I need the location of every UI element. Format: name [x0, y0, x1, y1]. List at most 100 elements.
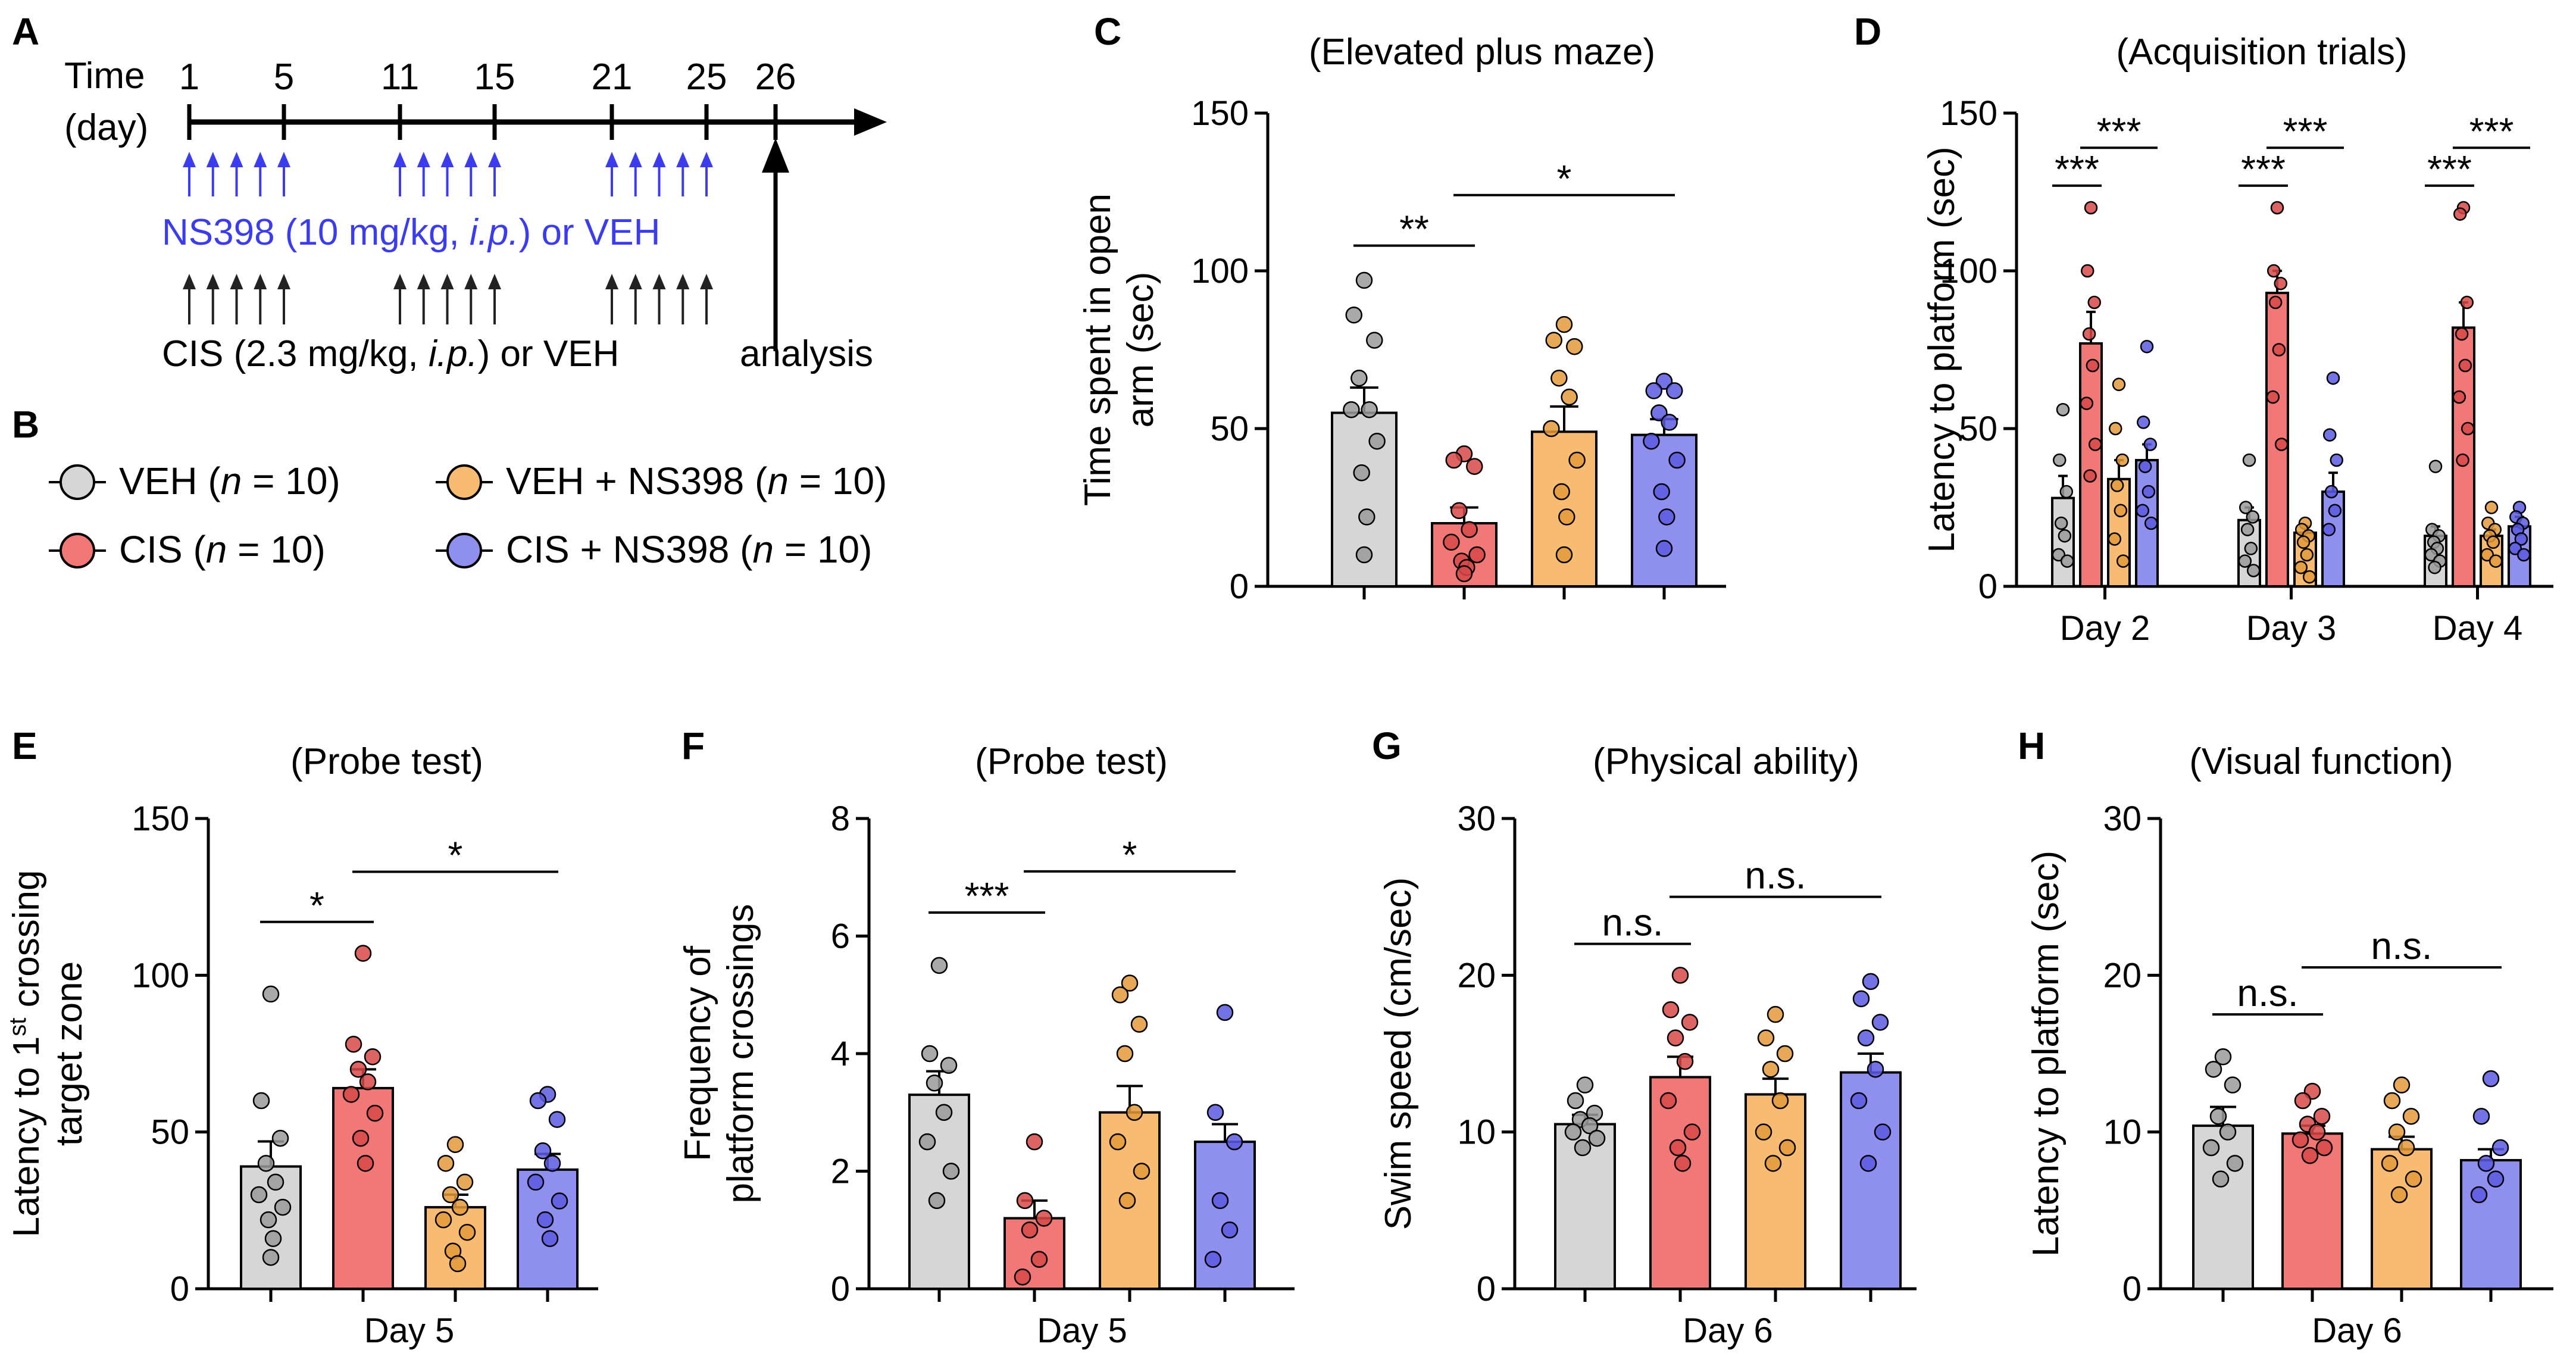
data-point [2405, 1170, 2422, 1188]
y-tick-label: 0 [170, 1270, 189, 1308]
data-point [1650, 404, 1668, 421]
timeline-day-ticks: 1 5 11 15 21 25 26 [179, 57, 796, 140]
data-point [2294, 1092, 2312, 1110]
y-axis-label: Swim speed (cm/sec) [1378, 877, 1419, 1230]
timeline-arrowhead [854, 108, 887, 136]
cis-arrow-head [676, 274, 690, 289]
data-point [529, 1092, 547, 1110]
data-point [1862, 973, 1880, 991]
data-point [1543, 420, 1560, 438]
data-point [2388, 1123, 2406, 1141]
data-point [1226, 1133, 1243, 1151]
data-point [1558, 508, 1575, 526]
data-point [2460, 295, 2474, 310]
data-point [1126, 1104, 1143, 1121]
panel-label: F [681, 724, 705, 767]
data-point [1655, 373, 1673, 390]
y-tick-label: 4 [831, 1035, 850, 1073]
data-point [2328, 504, 2342, 518]
data-point [2144, 516, 2158, 530]
significance-label: * [448, 834, 463, 877]
data-point [262, 1249, 280, 1266]
data-point [1643, 432, 1660, 450]
data-point [1350, 369, 1368, 387]
data-point [541, 1230, 559, 1247]
y-tick-label: 10 [1457, 1113, 1496, 1152]
bar [908, 1094, 970, 1290]
bar [2079, 342, 2103, 588]
legend-item: VEH + NS398 (n = 10) [436, 460, 887, 502]
data-point [1561, 388, 1578, 406]
chart-title: (Visual function) [2189, 741, 2453, 782]
data-point [442, 1186, 459, 1204]
data-point [2212, 1170, 2230, 1188]
data-point [2056, 402, 2070, 417]
bar [1649, 1076, 1711, 1290]
data-point [434, 1211, 452, 1229]
bar [2107, 477, 2131, 588]
cis-arrow-head [652, 274, 666, 289]
data-point [2219, 1123, 2237, 1141]
ns398-dosing-text: NS398 (10 mg/kg, i.p.) or VEH [162, 212, 660, 253]
panel-a: A Time (day) 1 5 11 15 21 25 26 NS398 (10 mg/k… [12, 10, 887, 374]
data-point [1574, 1139, 1592, 1157]
data-point [2491, 1139, 2509, 1157]
data-point [2381, 1155, 2399, 1172]
data-point [366, 1104, 384, 1122]
y-tick-label: 20 [2103, 956, 2142, 995]
data-point [2115, 453, 2130, 467]
y-tick-label: 150 [132, 799, 189, 838]
data-point [918, 1133, 936, 1151]
y-tick-label: 0 [1477, 1270, 1496, 1308]
ns398-arrow-head [488, 152, 501, 167]
panel-label: C [1094, 10, 1121, 53]
x-tick-label: Day 2 [2060, 609, 2150, 648]
data-point [1653, 483, 1670, 501]
data-point [2058, 529, 2072, 543]
data-point [2428, 560, 2441, 574]
data-point [2226, 1155, 2244, 1172]
data-point [1871, 1014, 1889, 1031]
data-point [1118, 1192, 1136, 1210]
data-point [342, 1086, 360, 1103]
ns398-arrow-head [700, 152, 713, 167]
data-point [2393, 1076, 2411, 1094]
data-point [2244, 542, 2258, 555]
data-point [2084, 201, 2098, 215]
data-point [1204, 1251, 1222, 1268]
data-point [1576, 1076, 1594, 1094]
bar [2192, 1124, 2254, 1290]
data-point [1555, 546, 1573, 564]
cis-arrow-head [230, 274, 243, 289]
y-axis-label: Latency to 1st crossingtarget zone [5, 870, 90, 1237]
data-point [1755, 1123, 1772, 1141]
data-point [1468, 546, 1486, 564]
y-tick-label: 20 [1457, 956, 1496, 995]
data-point [2300, 548, 2314, 562]
data-point [2080, 396, 2094, 410]
data-point [930, 957, 948, 974]
significance-label: *** [2097, 110, 2142, 152]
bar [332, 1086, 394, 1291]
data-point [2301, 1146, 2319, 1164]
ns398-arrow-head [254, 152, 267, 167]
legend-marker [60, 464, 95, 500]
data-point [274, 1198, 292, 1216]
cis-arrow-head [254, 274, 267, 289]
data-point [1121, 974, 1139, 992]
data-point [926, 1074, 943, 1092]
legend-item: CIS + NS398 (n = 10) [436, 528, 872, 571]
data-point [1681, 1014, 1699, 1031]
data-point [1666, 382, 1683, 399]
data-point [2452, 390, 2466, 404]
significance-label: n.s. [1745, 854, 1806, 897]
bar [1745, 1093, 1806, 1290]
data-point [2456, 453, 2469, 467]
legend-item: VEH (n = 10) [49, 460, 340, 502]
y-tick-label: 10 [2103, 1113, 2142, 1152]
cis-arrow-head [440, 274, 454, 289]
chart-title: (Acquisition trials) [2116, 32, 2407, 73]
data-point [458, 1223, 476, 1241]
